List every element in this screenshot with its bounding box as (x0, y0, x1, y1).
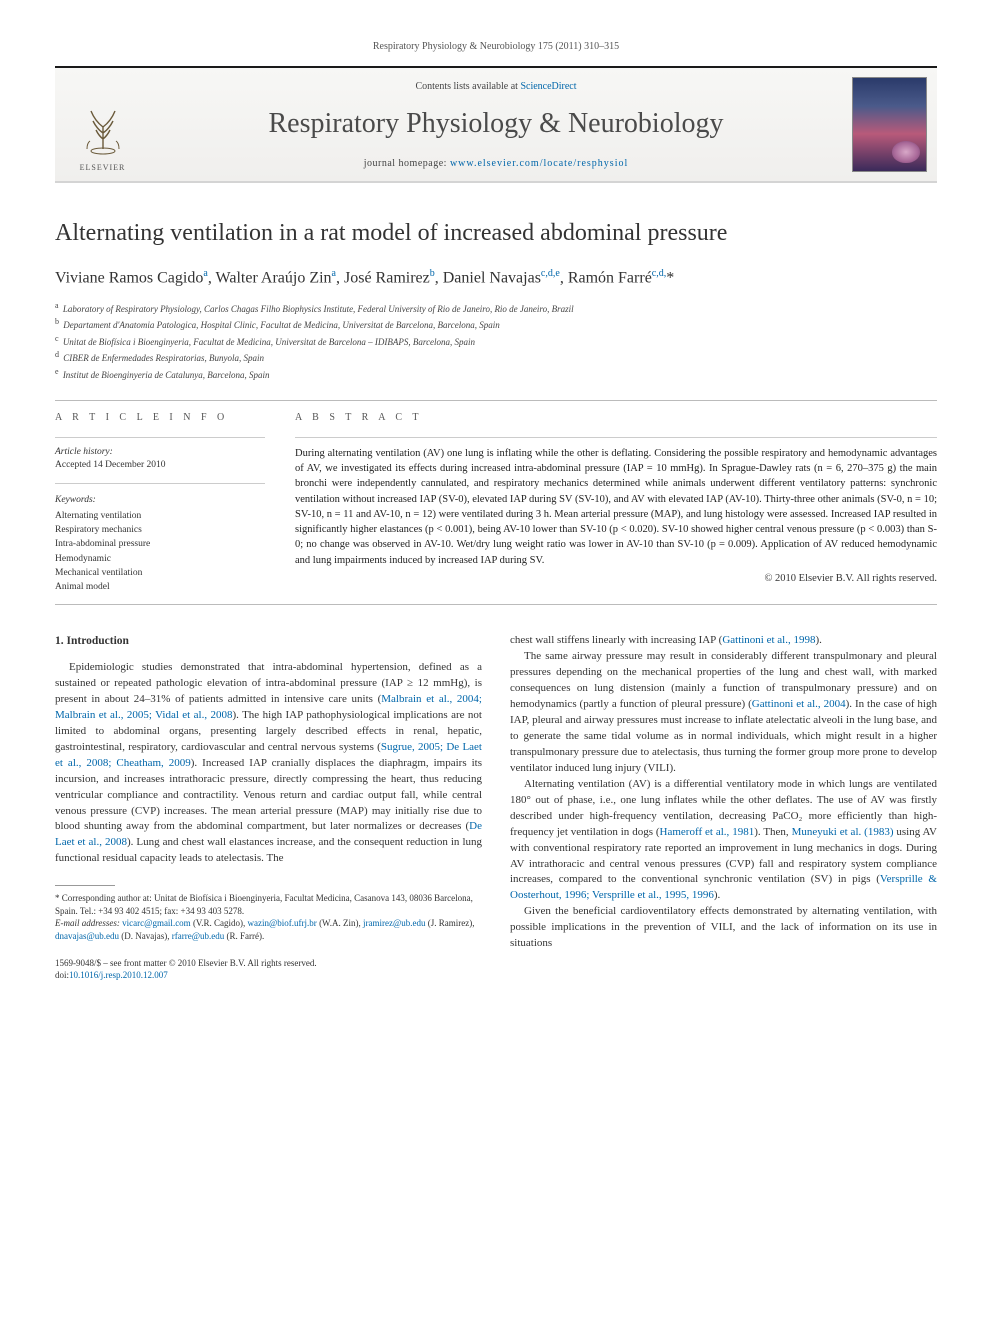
article-info-column: A R T I C L E I N F O Article history: A… (55, 411, 265, 594)
affiliation-line: a Laboratory of Respiratory Physiology, … (55, 300, 937, 317)
abstract-text: During alternating ventilation (AV) one … (295, 446, 937, 568)
email-link[interactable]: jramirez@ub.edu (363, 918, 426, 928)
article-title: Alternating ventilation in a rat model o… (55, 217, 937, 251)
col2-para-2: The same airway pressure may result in c… (510, 649, 937, 777)
page-container: Respiratory Physiology & Neurobiology 17… (0, 0, 992, 1022)
masthead-center: Contents lists available at ScienceDirec… (150, 68, 842, 181)
contents-prefix: Contents lists available at (415, 81, 520, 92)
intro-heading: 1. Introduction (55, 633, 482, 650)
body-columns: 1. Introduction Epidemiologic studies de… (55, 633, 937, 981)
article-info-block: Article history: Accepted 14 December 20… (55, 446, 265, 594)
meta-row: A R T I C L E I N F O Article history: A… (55, 411, 937, 594)
affiliation-line: e Institut de Bioenginyeria de Catalunya… (55, 366, 937, 383)
corresponding-author: * Corresponding author at: Unitat de Bio… (55, 892, 482, 917)
history-label: Article history: (55, 446, 265, 459)
column-left: 1. Introduction Epidemiologic studies de… (55, 633, 482, 981)
author-list: Viviane Ramos Cagidoa, Walter Araújo Zin… (55, 267, 937, 290)
journal-name: Respiratory Physiology & Neurobiology (160, 104, 832, 143)
keywords-label: Keywords: (55, 494, 265, 507)
email-link[interactable]: rfarre@ub.edu (172, 931, 225, 941)
title-block: Alternating ventilation in a rat model o… (55, 217, 937, 382)
issn-line: 1569-9048/$ – see front matter © 2010 El… (55, 957, 482, 970)
elsevier-tree-icon (73, 99, 133, 159)
journal-masthead: ELSEVIER Contents lists available at Sci… (55, 66, 937, 183)
col2-para-1: chest wall stiffens linearly with increa… (510, 633, 937, 649)
text-span: ). (714, 889, 720, 901)
publisher-label: ELSEVIER (80, 162, 126, 173)
intro-para-1: Epidemiologic studies demonstrated that … (55, 660, 482, 867)
text-span: ). (816, 634, 822, 646)
doi-line: doi:10.1016/j.resp.2010.12.007 (55, 969, 482, 982)
article-info-label: A R T I C L E I N F O (55, 411, 265, 425)
abstract-label: A B S T R A C T (295, 411, 937, 425)
affiliations: a Laboratory of Respiratory Physiology, … (55, 300, 937, 383)
divider-bottom (55, 604, 937, 605)
cover-thumb-block (842, 68, 937, 181)
doi-prefix: doi: (55, 970, 69, 980)
keyword-item: Mechanical ventilation (55, 566, 265, 580)
keyword-item: Animal model (55, 580, 265, 594)
running-head: Respiratory Physiology & Neurobiology 17… (55, 40, 937, 54)
publisher-block: ELSEVIER (55, 68, 150, 181)
abstract-column: A B S T R A C T During alternating venti… (295, 411, 937, 594)
citation-link[interactable]: Gattinoni et al., 2004 (752, 698, 846, 710)
affiliation-line: c Unitat de Biofísica i Bioenginyeria, F… (55, 333, 937, 350)
keyword-item: Hemodynamic (55, 552, 265, 566)
journal-cover-thumbnail (852, 77, 927, 172)
footer-block: 1569-9048/$ – see front matter © 2010 El… (55, 957, 482, 982)
citation-link[interactable]: Gattinoni et al., 1998 (722, 634, 815, 646)
citation-link[interactable]: Muneyuki et al. (1983) (792, 826, 894, 838)
text-span: chest wall stiffens linearly with increa… (510, 634, 722, 646)
emails-line: E-mail addresses: vicarc@gmail.com (V.R.… (55, 917, 482, 942)
keywords-list: Alternating ventilationRespiratory mecha… (55, 509, 265, 595)
keyword-item: Alternating ventilation (55, 509, 265, 523)
doi-link[interactable]: 10.1016/j.resp.2010.12.007 (69, 970, 168, 980)
email-link[interactable]: wazin@biof.ufrj.br (248, 918, 317, 928)
homepage-link[interactable]: www.elsevier.com/locate/resphysiol (450, 158, 628, 169)
homepage-prefix: journal homepage: (364, 158, 450, 169)
affiliation-line: d CIBER de Enfermedades Respiratorias, B… (55, 349, 937, 366)
keyword-item: Respiratory mechanics (55, 523, 265, 537)
email-link[interactable]: dnavajas@ub.edu (55, 931, 119, 941)
keyword-item: Intra-abdominal pressure (55, 537, 265, 551)
history-accepted: Accepted 14 December 2010 (55, 459, 265, 472)
footnotes: * Corresponding author at: Unitat de Bio… (55, 892, 482, 942)
email-link[interactable]: vicarc@gmail.com (122, 918, 191, 928)
abstract-copyright: © 2010 Elsevier B.V. All rights reserved… (295, 572, 937, 587)
divider-top (55, 400, 937, 401)
col2-para-3: Alternating ventilation (AV) is a differ… (510, 777, 937, 905)
homepage-line: journal homepage: www.elsevier.com/locat… (160, 157, 832, 171)
col2-para-4: Given the beneficial cardioventilatory e… (510, 904, 937, 952)
sciencedirect-link[interactable]: ScienceDirect (520, 81, 576, 92)
affiliation-line: b Departament d'Anatomia Patologica, Hos… (55, 316, 937, 333)
citation-link[interactable]: Hameroff et al., 1981 (660, 826, 755, 838)
text-span: ). Then, (754, 826, 791, 838)
contents-line: Contents lists available at ScienceDirec… (160, 80, 832, 94)
footnote-separator (55, 885, 115, 886)
column-right: chest wall stiffens linearly with increa… (510, 633, 937, 981)
